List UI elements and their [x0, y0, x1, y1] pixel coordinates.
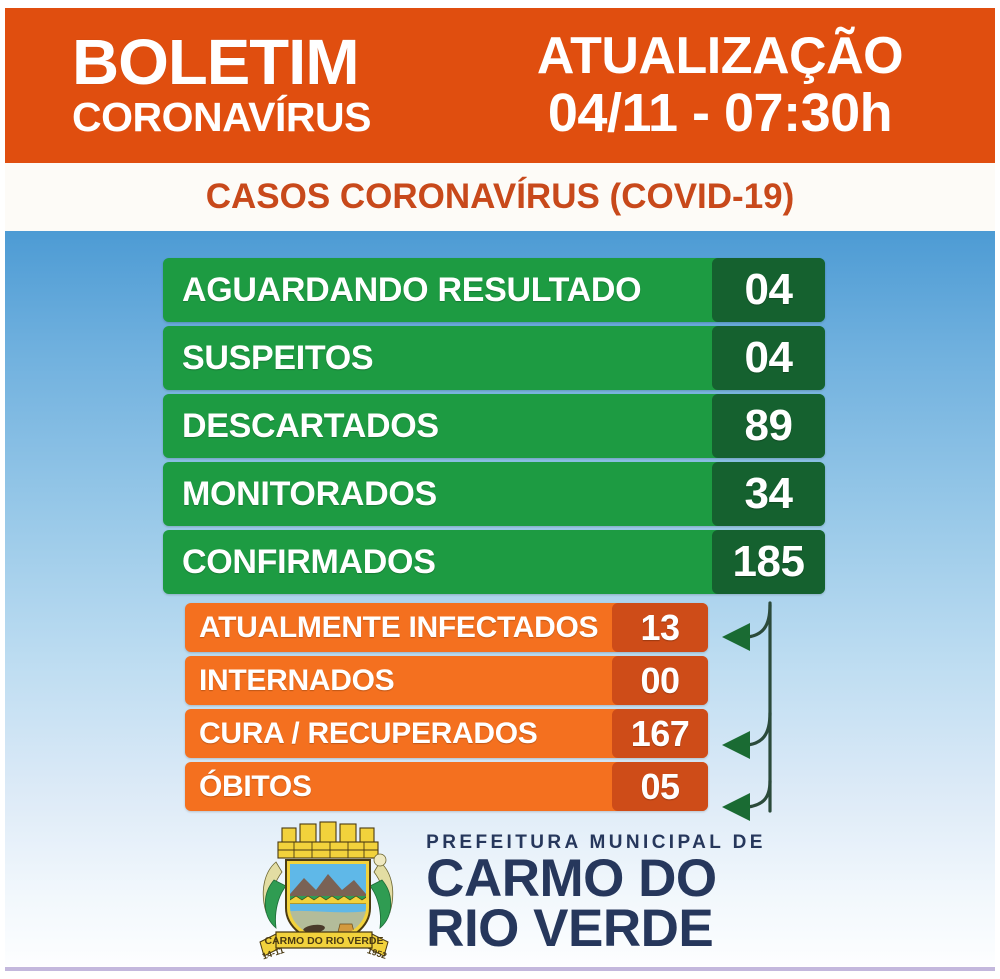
stat-row-obitos: ÓBITOS 05: [185, 762, 708, 811]
crest-motto-text: CARMO DO RIO VERDE: [265, 935, 384, 947]
header-right-block: ATUALIZAÇÃO 04/11 - 07:30h: [470, 30, 1000, 142]
stat-label: INTERNADOS: [199, 663, 395, 697]
stat-row-cura-recuperados: CURA / RECUPERADOS 167: [185, 709, 708, 758]
stat-label: SUSPEITOS: [182, 338, 374, 377]
right-page-margin: [995, 0, 1000, 979]
wordmark-line-2: RIO VERDE: [426, 898, 714, 958]
stat-value: 13: [612, 603, 708, 652]
shield-log: [303, 924, 326, 934]
coat-of-arms-icon: CARMO DO RIO VERDE 14-11 1952: [259, 821, 394, 961]
stat-label: CURA / RECUPERADOS: [199, 716, 538, 750]
confirmed-breakdown-connector: [722, 601, 772, 821]
stat-row-suspeitos: SUSPEITOS 04: [163, 326, 825, 390]
stat-label: MONITORADOS: [182, 474, 437, 513]
header-banner: BOLETIM CORONAVÍRUS ATUALIZAÇÃO 04/11 - …: [0, 8, 1000, 163]
stat-value: 05: [612, 762, 708, 811]
shield-hut: [337, 923, 355, 933]
wordmark-line-1: CARMO DO: [426, 849, 717, 909]
arrowhead-infected: [722, 623, 750, 651]
stat-row-aguardando-resultado: AGUARDANDO RESULTADO 04: [163, 258, 825, 322]
bottom-divider: [0, 967, 1000, 971]
stat-row-monitorados: MONITORADOS 34: [163, 462, 825, 526]
stat-row-confirmados: CONFIRMADOS 185: [163, 530, 825, 594]
orange-stats-group: ATUALMENTE INFECTADOS 13 INTERNADOS 00 C…: [185, 603, 708, 815]
left-page-margin: [0, 0, 5, 979]
section-title: CASOS CORONAVÍRUS (COVID-19): [205, 177, 795, 216]
shield-river: [290, 904, 367, 914]
stat-value: 89: [712, 394, 825, 458]
foliage-branches: [263, 853, 394, 929]
stat-row-descartados: DESCARTADOS 89: [163, 394, 825, 458]
stat-label: ATUALMENTE INFECTADOS: [199, 610, 599, 644]
mural-crown: [277, 821, 379, 859]
stat-value: 185: [712, 530, 825, 594]
stat-label: DESCARTADOS: [182, 406, 439, 445]
shield-mountains: [290, 874, 367, 900]
header-left-block: BOLETIM CORONAVÍRUS: [0, 25, 470, 141]
wordmark-line-small: PREFEITURA MUNICIPAL DE: [426, 832, 766, 854]
stat-row-atualmente-infectados: ATUALMENTE INFECTADOS 13: [185, 603, 708, 652]
update-label: ATUALIZAÇÃO: [536, 26, 904, 85]
arrowhead-deaths: [722, 793, 750, 821]
stat-value: 04: [712, 258, 825, 322]
stat-label: AGUARDANDO RESULTADO: [182, 270, 642, 309]
stat-label: CONFIRMADOS: [182, 542, 436, 581]
stat-label: ÓBITOS: [199, 769, 312, 803]
prefeitura-wordmark: PREFEITURA MUNICIPAL DE CARMO DO RIO VER…: [426, 832, 766, 958]
stat-value: 167: [612, 709, 708, 758]
arrowhead-group: [722, 623, 750, 821]
stats-panel: AGUARDANDO RESULTADO 04 SUSPEITOS 04 DES…: [0, 231, 1000, 966]
green-stats-group: AGUARDANDO RESULTADO 04 SUSPEITOS 04 DES…: [163, 258, 825, 598]
update-datetime: 04/11 - 07:30h: [547, 82, 893, 143]
stat-value: 00: [612, 656, 708, 705]
arrowhead-recovered: [722, 731, 750, 759]
stat-value: 34: [712, 462, 825, 526]
footer-logo-block: CARMO DO RIO VERDE 14-11 1952 PREFEITURA…: [0, 820, 1000, 966]
stat-value: 04: [712, 326, 825, 390]
motto-ribbon: CARMO DO RIO VERDE 14-11 1952: [259, 931, 389, 961]
stat-row-internados: INTERNADOS 00: [185, 656, 708, 705]
section-title-strip: CASOS CORONAVÍRUS (COVID-19): [0, 163, 1000, 231]
bulletin-title: BOLETIM: [72, 25, 360, 98]
bulletin-subtitle: CORONAVÍRUS: [72, 94, 371, 141]
